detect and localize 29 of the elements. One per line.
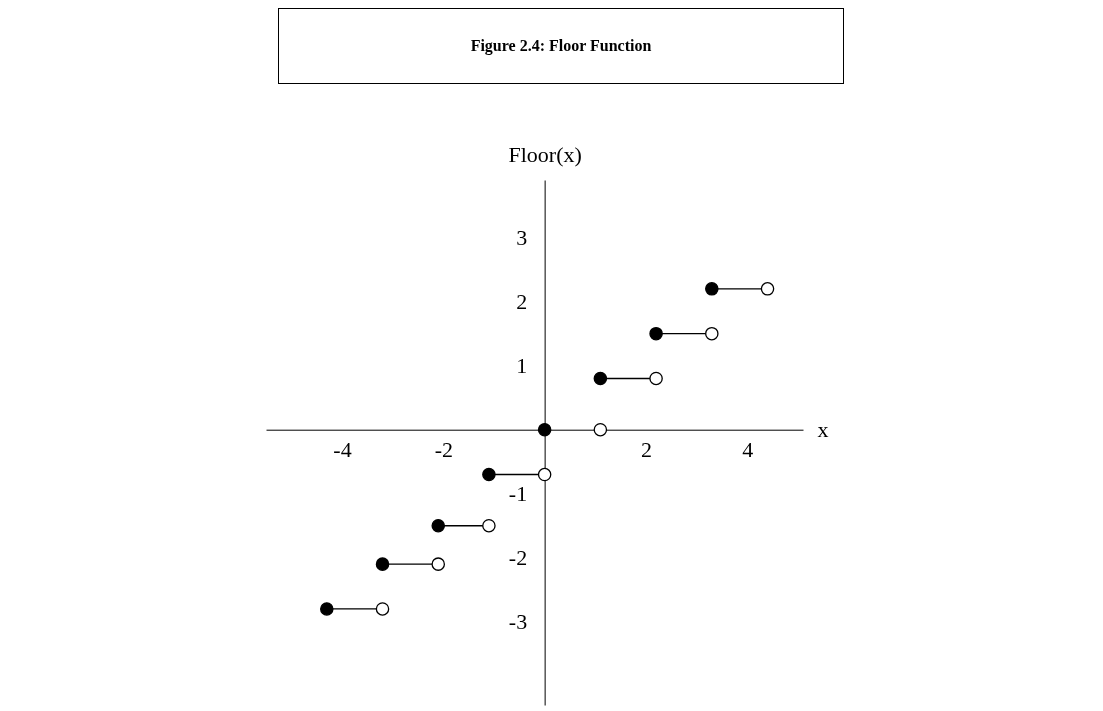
y-tick-label: -2 — [508, 545, 528, 571]
y-axis-title: Floor(x) — [508, 141, 582, 167]
point — [482, 467, 496, 482]
point — [320, 602, 334, 616]
point — [705, 282, 719, 296]
point — [760, 282, 775, 296]
x-tick-label: 4 — [742, 437, 754, 463]
point — [375, 602, 390, 616]
point — [649, 371, 663, 386]
point — [431, 557, 446, 571]
y-tick-label: -3 — [508, 609, 528, 635]
y-tick-label: -1 — [508, 481, 528, 507]
point — [705, 326, 719, 341]
point — [593, 371, 608, 386]
point — [537, 422, 552, 437]
y-tick-label: 2 — [516, 289, 528, 315]
point — [593, 422, 608, 437]
x-tick-label: 2 — [640, 437, 652, 463]
point — [649, 326, 663, 341]
point — [482, 518, 496, 533]
y-tick-label: 3 — [516, 225, 528, 251]
chart-title: Figure 2.4: Floor Function — [278, 8, 844, 84]
x-axis-title: x — [817, 417, 829, 443]
x-tick-label: -2 — [434, 437, 453, 463]
point — [375, 557, 390, 571]
y-tick-label: 1 — [516, 353, 528, 379]
point — [431, 518, 446, 533]
point — [537, 467, 552, 482]
x-tick-label: -4 — [333, 437, 352, 463]
